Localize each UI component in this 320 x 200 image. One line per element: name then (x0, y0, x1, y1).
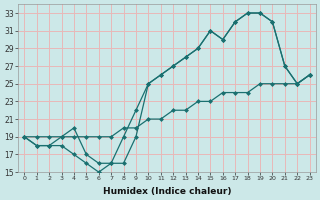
X-axis label: Humidex (Indice chaleur): Humidex (Indice chaleur) (103, 187, 231, 196)
